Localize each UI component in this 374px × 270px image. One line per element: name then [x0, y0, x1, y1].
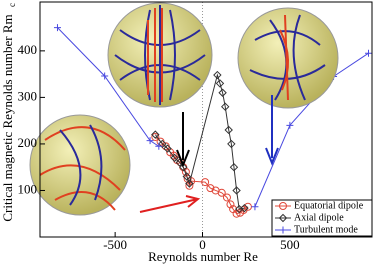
marker — [155, 142, 163, 150]
x-tick-label: 0 — [199, 237, 206, 252]
y-tick-label: 300 — [18, 88, 38, 103]
axes: -500 0 500 100 200 300 400 — [18, 1, 373, 252]
x-axis-label: Reynolds number Re — [148, 249, 258, 264]
marker — [170, 153, 179, 163]
marker — [279, 202, 287, 210]
marker — [151, 130, 160, 139]
legend-label: Turbulent mode — [294, 224, 358, 235]
marker — [201, 178, 210, 187]
marker — [221, 102, 230, 111]
field-lines — [279, 14, 290, 101]
marker — [218, 88, 227, 97]
marker — [226, 200, 235, 209]
marker — [365, 49, 373, 57]
marker — [163, 144, 172, 153]
marker — [158, 139, 167, 149]
x-tick-label: 500 — [280, 237, 300, 252]
marker — [179, 162, 188, 172]
field-lines — [114, 5, 206, 105]
arrow — [176, 112, 190, 168]
marker — [101, 72, 109, 80]
marker — [229, 162, 239, 172]
field-lines — [249, 14, 326, 101]
y-axis-label: Critical magnetic Reynolds number Rm — [0, 14, 15, 221]
y-tick-label: 200 — [18, 135, 38, 150]
marker — [240, 203, 249, 213]
legend-label: Axial dipole — [294, 212, 344, 223]
marker — [151, 132, 160, 141]
arrow — [139, 195, 201, 213]
marker — [279, 226, 287, 234]
series-line — [154, 73, 245, 210]
marker — [217, 188, 226, 197]
y-axis-label-subscript: c — [7, 3, 17, 7]
marker — [224, 125, 233, 135]
arrow — [265, 95, 279, 166]
marker — [278, 213, 288, 223]
field-lines — [147, 8, 163, 102]
marker — [182, 172, 191, 181]
inset-images — [29, 2, 339, 216]
marker — [222, 193, 231, 202]
marker — [251, 203, 259, 211]
x-tick-label: -500 — [103, 237, 127, 252]
marker — [185, 179, 194, 188]
marker — [206, 184, 215, 193]
marker — [227, 139, 236, 149]
marker — [286, 121, 294, 129]
marker — [53, 24, 61, 32]
marker — [213, 70, 222, 80]
y-tick-label: 100 — [18, 181, 38, 196]
axes-frame — [39, 1, 373, 238]
y-tick-label: 400 — [18, 42, 38, 57]
marker — [232, 186, 241, 195]
marker — [146, 137, 154, 145]
field-lines — [59, 124, 103, 206]
legend-label: Equatorial dipole — [294, 200, 364, 211]
marker — [215, 79, 225, 88]
